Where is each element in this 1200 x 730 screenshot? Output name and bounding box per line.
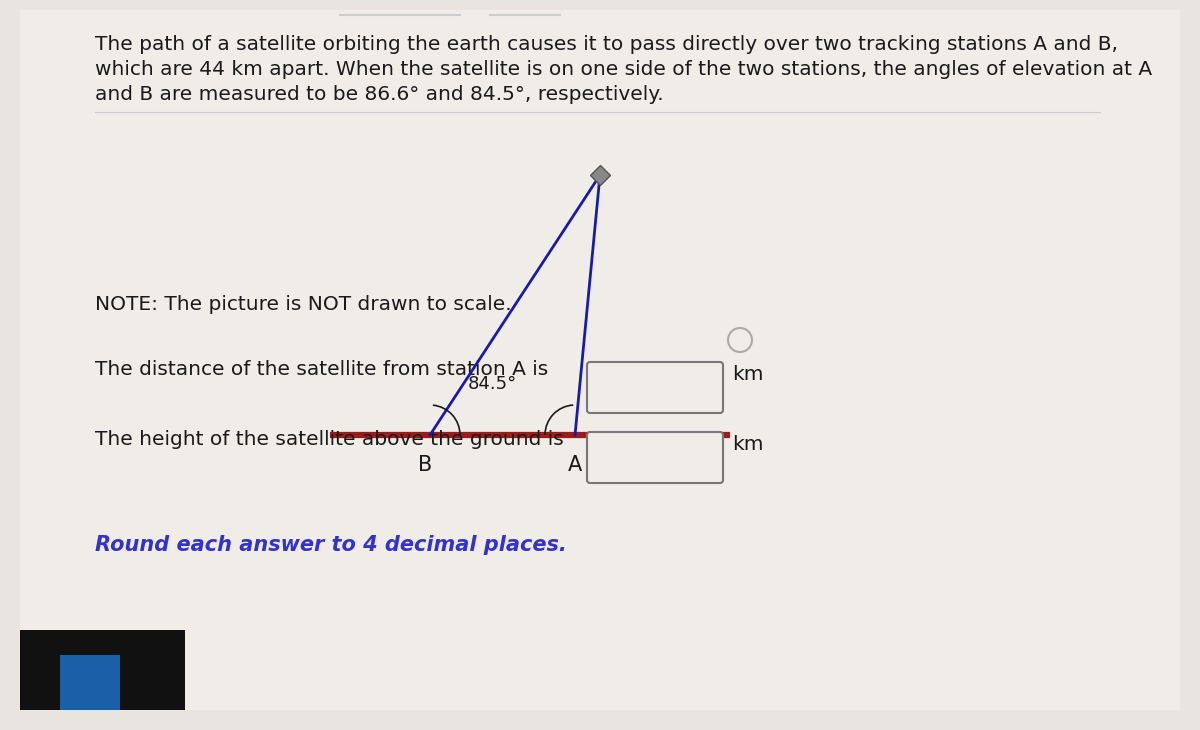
Text: km: km — [732, 365, 763, 384]
Text: NOTE: The picture is NOT drawn to scale.: NOTE: The picture is NOT drawn to scale. — [95, 295, 511, 314]
Text: B: B — [418, 455, 432, 475]
FancyBboxPatch shape — [20, 10, 1180, 710]
Text: The height of the satellite above the ground is: The height of the satellite above the gr… — [95, 430, 564, 449]
Text: which are 44 km apart. When the satellite is on one side of the two stations, th: which are 44 km apart. When the satellit… — [95, 60, 1152, 79]
FancyBboxPatch shape — [587, 362, 722, 413]
Text: The path of a satellite orbiting the earth causes it to pass directly over two t: The path of a satellite orbiting the ear… — [95, 35, 1118, 54]
Text: 86.6°: 86.6° — [587, 379, 636, 397]
Text: A: A — [568, 455, 582, 475]
FancyBboxPatch shape — [60, 655, 120, 710]
Text: 84.5°: 84.5° — [468, 375, 517, 393]
Text: Round each answer to 4 decimal places.: Round each answer to 4 decimal places. — [95, 535, 566, 555]
Text: and B are measured to be 86.6° and 84.5°, respectively.: and B are measured to be 86.6° and 84.5°… — [95, 85, 664, 104]
FancyBboxPatch shape — [20, 630, 185, 710]
Text: km: km — [732, 435, 763, 454]
Text: The distance of the satellite from station A is: The distance of the satellite from stati… — [95, 360, 548, 379]
FancyBboxPatch shape — [587, 432, 722, 483]
